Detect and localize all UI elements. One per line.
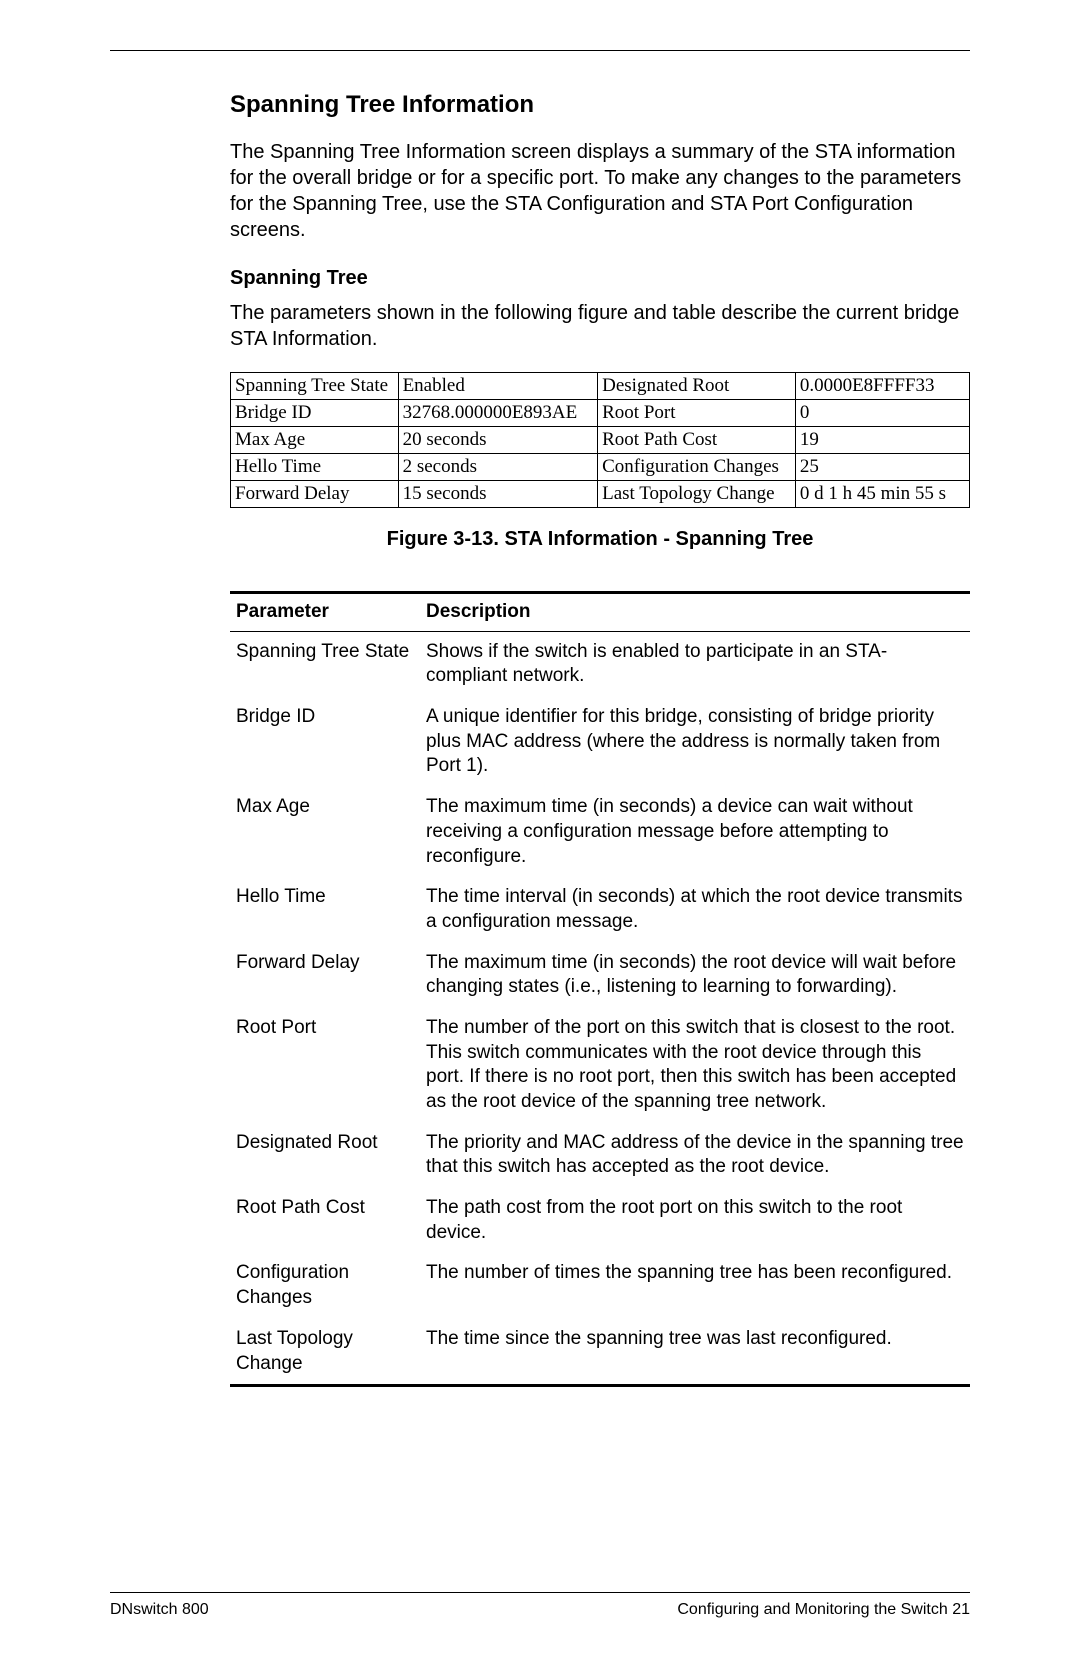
table-row: Hello Time The time interval (in seconds… <box>230 877 970 942</box>
param-cell: Max Age <box>230 787 420 877</box>
table-header-row: Parameter Description <box>230 593 970 632</box>
cell: 2 seconds <box>398 454 598 481</box>
cell: Hello Time <box>231 454 399 481</box>
desc-cell: The path cost from the root port on this… <box>420 1188 970 1253</box>
table-row: Forward Delay The maximum time (in secon… <box>230 943 970 1008</box>
cell: Max Age <box>231 427 399 454</box>
footer-row: DNswitch 800 Configuring and Monitoring … <box>110 1601 970 1619</box>
header-cell: Description <box>420 593 970 632</box>
table-row: Last Topology Change The time since the … <box>230 1319 970 1386</box>
param-cell: Root Path Cost <box>230 1188 420 1253</box>
param-cell: Designated Root <box>230 1123 420 1188</box>
footer-right: Configuring and Monitoring the Switch 21 <box>677 1601 970 1619</box>
table-row: Spanning Tree State Shows if the switch … <box>230 631 970 697</box>
table-row: Spanning Tree State Enabled Designated R… <box>231 373 970 400</box>
parameter-table: Parameter Description Spanning Tree Stat… <box>230 591 970 1387</box>
content-area: Spanning Tree Information The Spanning T… <box>110 91 970 1387</box>
param-cell: Spanning Tree State <box>230 631 420 697</box>
param-cell: Bridge ID <box>230 697 420 787</box>
desc-cell: The maximum time (in seconds) a device c… <box>420 787 970 877</box>
cell: Bridge ID <box>231 400 399 427</box>
table-row: Forward Delay 15 seconds Last Topology C… <box>231 481 970 508</box>
desc-cell: The time since the spanning tree was las… <box>420 1319 970 1386</box>
footer-left: DNswitch 800 <box>110 1601 209 1619</box>
cell: Designated Root <box>598 373 796 400</box>
subsection-paragraph: The parameters shown in the following fi… <box>230 300 970 352</box>
subsection-title: Spanning Tree <box>230 267 970 290</box>
cell: 0.0000E8FFFF33 <box>795 373 969 400</box>
param-cell: Hello Time <box>230 877 420 942</box>
sta-info-table: Spanning Tree State Enabled Designated R… <box>230 372 970 508</box>
table-row: Max Age The maximum time (in seconds) a … <box>230 787 970 877</box>
cell: Spanning Tree State <box>231 373 399 400</box>
page-footer: DNswitch 800 Configuring and Monitoring … <box>110 1592 970 1619</box>
param-cell: Root Port <box>230 1008 420 1123</box>
desc-cell: A unique identifier for this bridge, con… <box>420 697 970 787</box>
table-row: Designated Root The priority and MAC add… <box>230 1123 970 1188</box>
cell: 0 d 1 h 45 min 55 s <box>795 481 969 508</box>
cell: Root Port <box>598 400 796 427</box>
cell: 0 <box>795 400 969 427</box>
table-row: Bridge ID 32768.000000E893AE Root Port 0 <box>231 400 970 427</box>
page: Spanning Tree Information The Spanning T… <box>0 0 1080 1669</box>
header-cell: Parameter <box>230 593 420 632</box>
cell: 20 seconds <box>398 427 598 454</box>
desc-cell: Shows if the switch is enabled to partic… <box>420 631 970 697</box>
desc-cell: The maximum time (in seconds) the root d… <box>420 943 970 1008</box>
table-row: Hello Time 2 seconds Configuration Chang… <box>231 454 970 481</box>
table-row: Root Port The number of the port on this… <box>230 1008 970 1123</box>
cell: Forward Delay <box>231 481 399 508</box>
desc-cell: The number of times the spanning tree ha… <box>420 1253 970 1318</box>
figure-caption: Figure 3-13. STA Information - Spanning … <box>230 528 970 551</box>
desc-cell: The number of the port on this switch th… <box>420 1008 970 1123</box>
param-cell: Configuration Changes <box>230 1253 420 1318</box>
table-row: Bridge ID A unique identifier for this b… <box>230 697 970 787</box>
desc-cell: The priority and MAC address of the devi… <box>420 1123 970 1188</box>
cell: Configuration Changes <box>598 454 796 481</box>
cell: Last Topology Change <box>598 481 796 508</box>
table-row: Max Age 20 seconds Root Path Cost 19 <box>231 427 970 454</box>
cell: 25 <box>795 454 969 481</box>
cell: 15 seconds <box>398 481 598 508</box>
footer-rule <box>110 1592 970 1593</box>
param-cell: Forward Delay <box>230 943 420 1008</box>
param-cell: Last Topology Change <box>230 1319 420 1386</box>
cell: Enabled <box>398 373 598 400</box>
cell: 32768.000000E893AE <box>398 400 598 427</box>
top-rule <box>110 50 970 51</box>
table-row: Root Path Cost The path cost from the ro… <box>230 1188 970 1253</box>
intro-paragraph: The Spanning Tree Information screen dis… <box>230 139 970 243</box>
table-row: Configuration Changes The number of time… <box>230 1253 970 1318</box>
desc-cell: The time interval (in seconds) at which … <box>420 877 970 942</box>
cell: Root Path Cost <box>598 427 796 454</box>
cell: 19 <box>795 427 969 454</box>
section-title: Spanning Tree Information <box>230 91 970 119</box>
